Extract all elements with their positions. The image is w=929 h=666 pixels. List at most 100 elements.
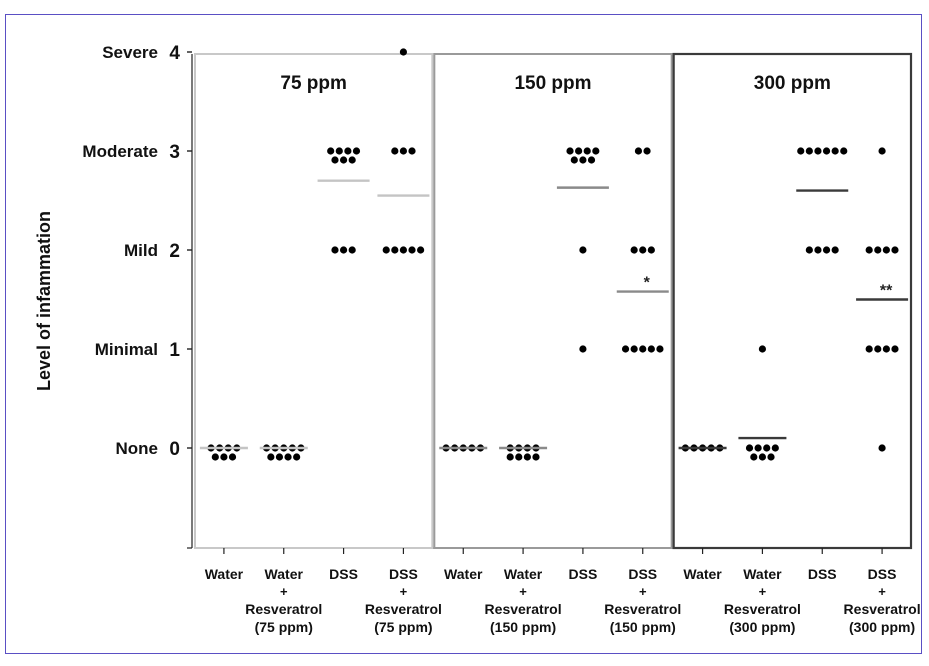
- data-point: [344, 147, 352, 155]
- data-point: [267, 453, 275, 461]
- data-point: [630, 246, 638, 254]
- data-point: [339, 246, 348, 254]
- data-point: [587, 156, 596, 164]
- x-category-label: Resveratrol: [604, 601, 681, 617]
- data-point: [814, 246, 822, 254]
- data-point: [532, 453, 540, 461]
- data-point: [523, 453, 531, 461]
- data-point: [275, 453, 284, 461]
- data-point: [639, 246, 647, 254]
- panel-border: [433, 53, 673, 549]
- data-point: [515, 453, 523, 461]
- data-point: [878, 147, 886, 155]
- data-point: [891, 246, 899, 254]
- data-point: [579, 345, 587, 353]
- data-point: [805, 147, 813, 155]
- x-category-label: +: [639, 584, 647, 599]
- x-category-label: (150 ppm): [610, 619, 676, 635]
- x-category-label: DSS: [569, 566, 598, 582]
- data-point: [399, 48, 408, 56]
- x-category-label: DSS: [808, 566, 837, 582]
- y-tick-number: 2: [169, 241, 180, 262]
- data-point: [882, 246, 890, 254]
- x-category-label: Resveratrol: [724, 601, 801, 617]
- y-tick-word: Moderate: [82, 142, 158, 161]
- panel-border: [194, 53, 434, 549]
- y-tick-number: 1: [169, 340, 180, 361]
- data-point: [220, 453, 228, 461]
- data-point: [331, 246, 339, 254]
- data-point: [874, 246, 882, 254]
- significance-marker: **: [880, 283, 893, 300]
- data-point: [352, 147, 361, 155]
- significance-marker: *: [644, 275, 651, 292]
- data-point: [592, 147, 600, 155]
- panel-title: 75 ppm: [280, 73, 347, 94]
- x-category-label: Resveratrol: [365, 601, 442, 617]
- data-point: [327, 147, 335, 155]
- panel-title: 300 ppm: [754, 73, 831, 94]
- y-tick-word: Mild: [124, 241, 158, 260]
- data-point: [506, 453, 514, 461]
- data-point: [758, 345, 767, 353]
- x-category-label: Resveratrol: [485, 601, 562, 617]
- data-point: [874, 345, 882, 353]
- data-point: [647, 345, 655, 353]
- data-point: [583, 147, 591, 155]
- y-tick-number: 0: [169, 439, 180, 460]
- x-category-label: (75 ppm): [374, 619, 432, 635]
- data-point: [634, 147, 643, 155]
- data-point: [763, 444, 771, 452]
- data-point: [391, 147, 399, 155]
- data-point: [391, 246, 399, 254]
- data-point: [630, 345, 638, 353]
- x-category-label: (75 ppm): [255, 619, 313, 635]
- data-point: [878, 444, 886, 452]
- x-category-label: Resveratrol: [245, 601, 322, 617]
- data-point: [575, 147, 583, 155]
- data-point: [228, 453, 237, 461]
- x-category-label: Water: [444, 566, 483, 582]
- data-point: [647, 246, 655, 254]
- data-point: [417, 246, 425, 254]
- data-point: [382, 246, 390, 254]
- data-point: [570, 156, 578, 164]
- data-point: [767, 453, 775, 461]
- data-point: [882, 345, 890, 353]
- data-point: [284, 453, 292, 461]
- x-category-label: +: [759, 584, 767, 599]
- data-point: [822, 246, 831, 254]
- data-point: [335, 147, 343, 155]
- data-point: [656, 345, 664, 353]
- x-category-label: DSS: [329, 566, 358, 582]
- x-category-label: Water: [265, 566, 304, 582]
- data-point: [399, 246, 408, 254]
- data-point: [293, 453, 301, 461]
- data-point: [840, 147, 848, 155]
- x-category-label: Resveratrol: [844, 601, 921, 617]
- data-point: [814, 147, 822, 155]
- data-point: [339, 156, 348, 164]
- data-point: [865, 345, 873, 353]
- data-point: [566, 147, 574, 155]
- data-point: [621, 345, 630, 353]
- data-point: [639, 345, 647, 353]
- data-point: [745, 444, 754, 452]
- data-point: [891, 345, 899, 353]
- data-point: [348, 246, 356, 254]
- data-point: [754, 444, 762, 452]
- x-category-label: (150 ppm): [490, 619, 556, 635]
- data-point: [408, 147, 416, 155]
- data-point: [750, 453, 758, 461]
- data-point: [643, 147, 651, 155]
- data-point: [579, 156, 587, 164]
- data-point: [211, 453, 219, 461]
- data-point: [348, 156, 356, 164]
- y-tick-number: 4: [169, 43, 180, 64]
- x-category-label: +: [280, 584, 288, 599]
- x-category-label: (300 ppm): [729, 619, 795, 635]
- x-category-label: DSS: [628, 566, 657, 582]
- data-point: [771, 444, 779, 452]
- x-category-label: Water: [683, 566, 722, 582]
